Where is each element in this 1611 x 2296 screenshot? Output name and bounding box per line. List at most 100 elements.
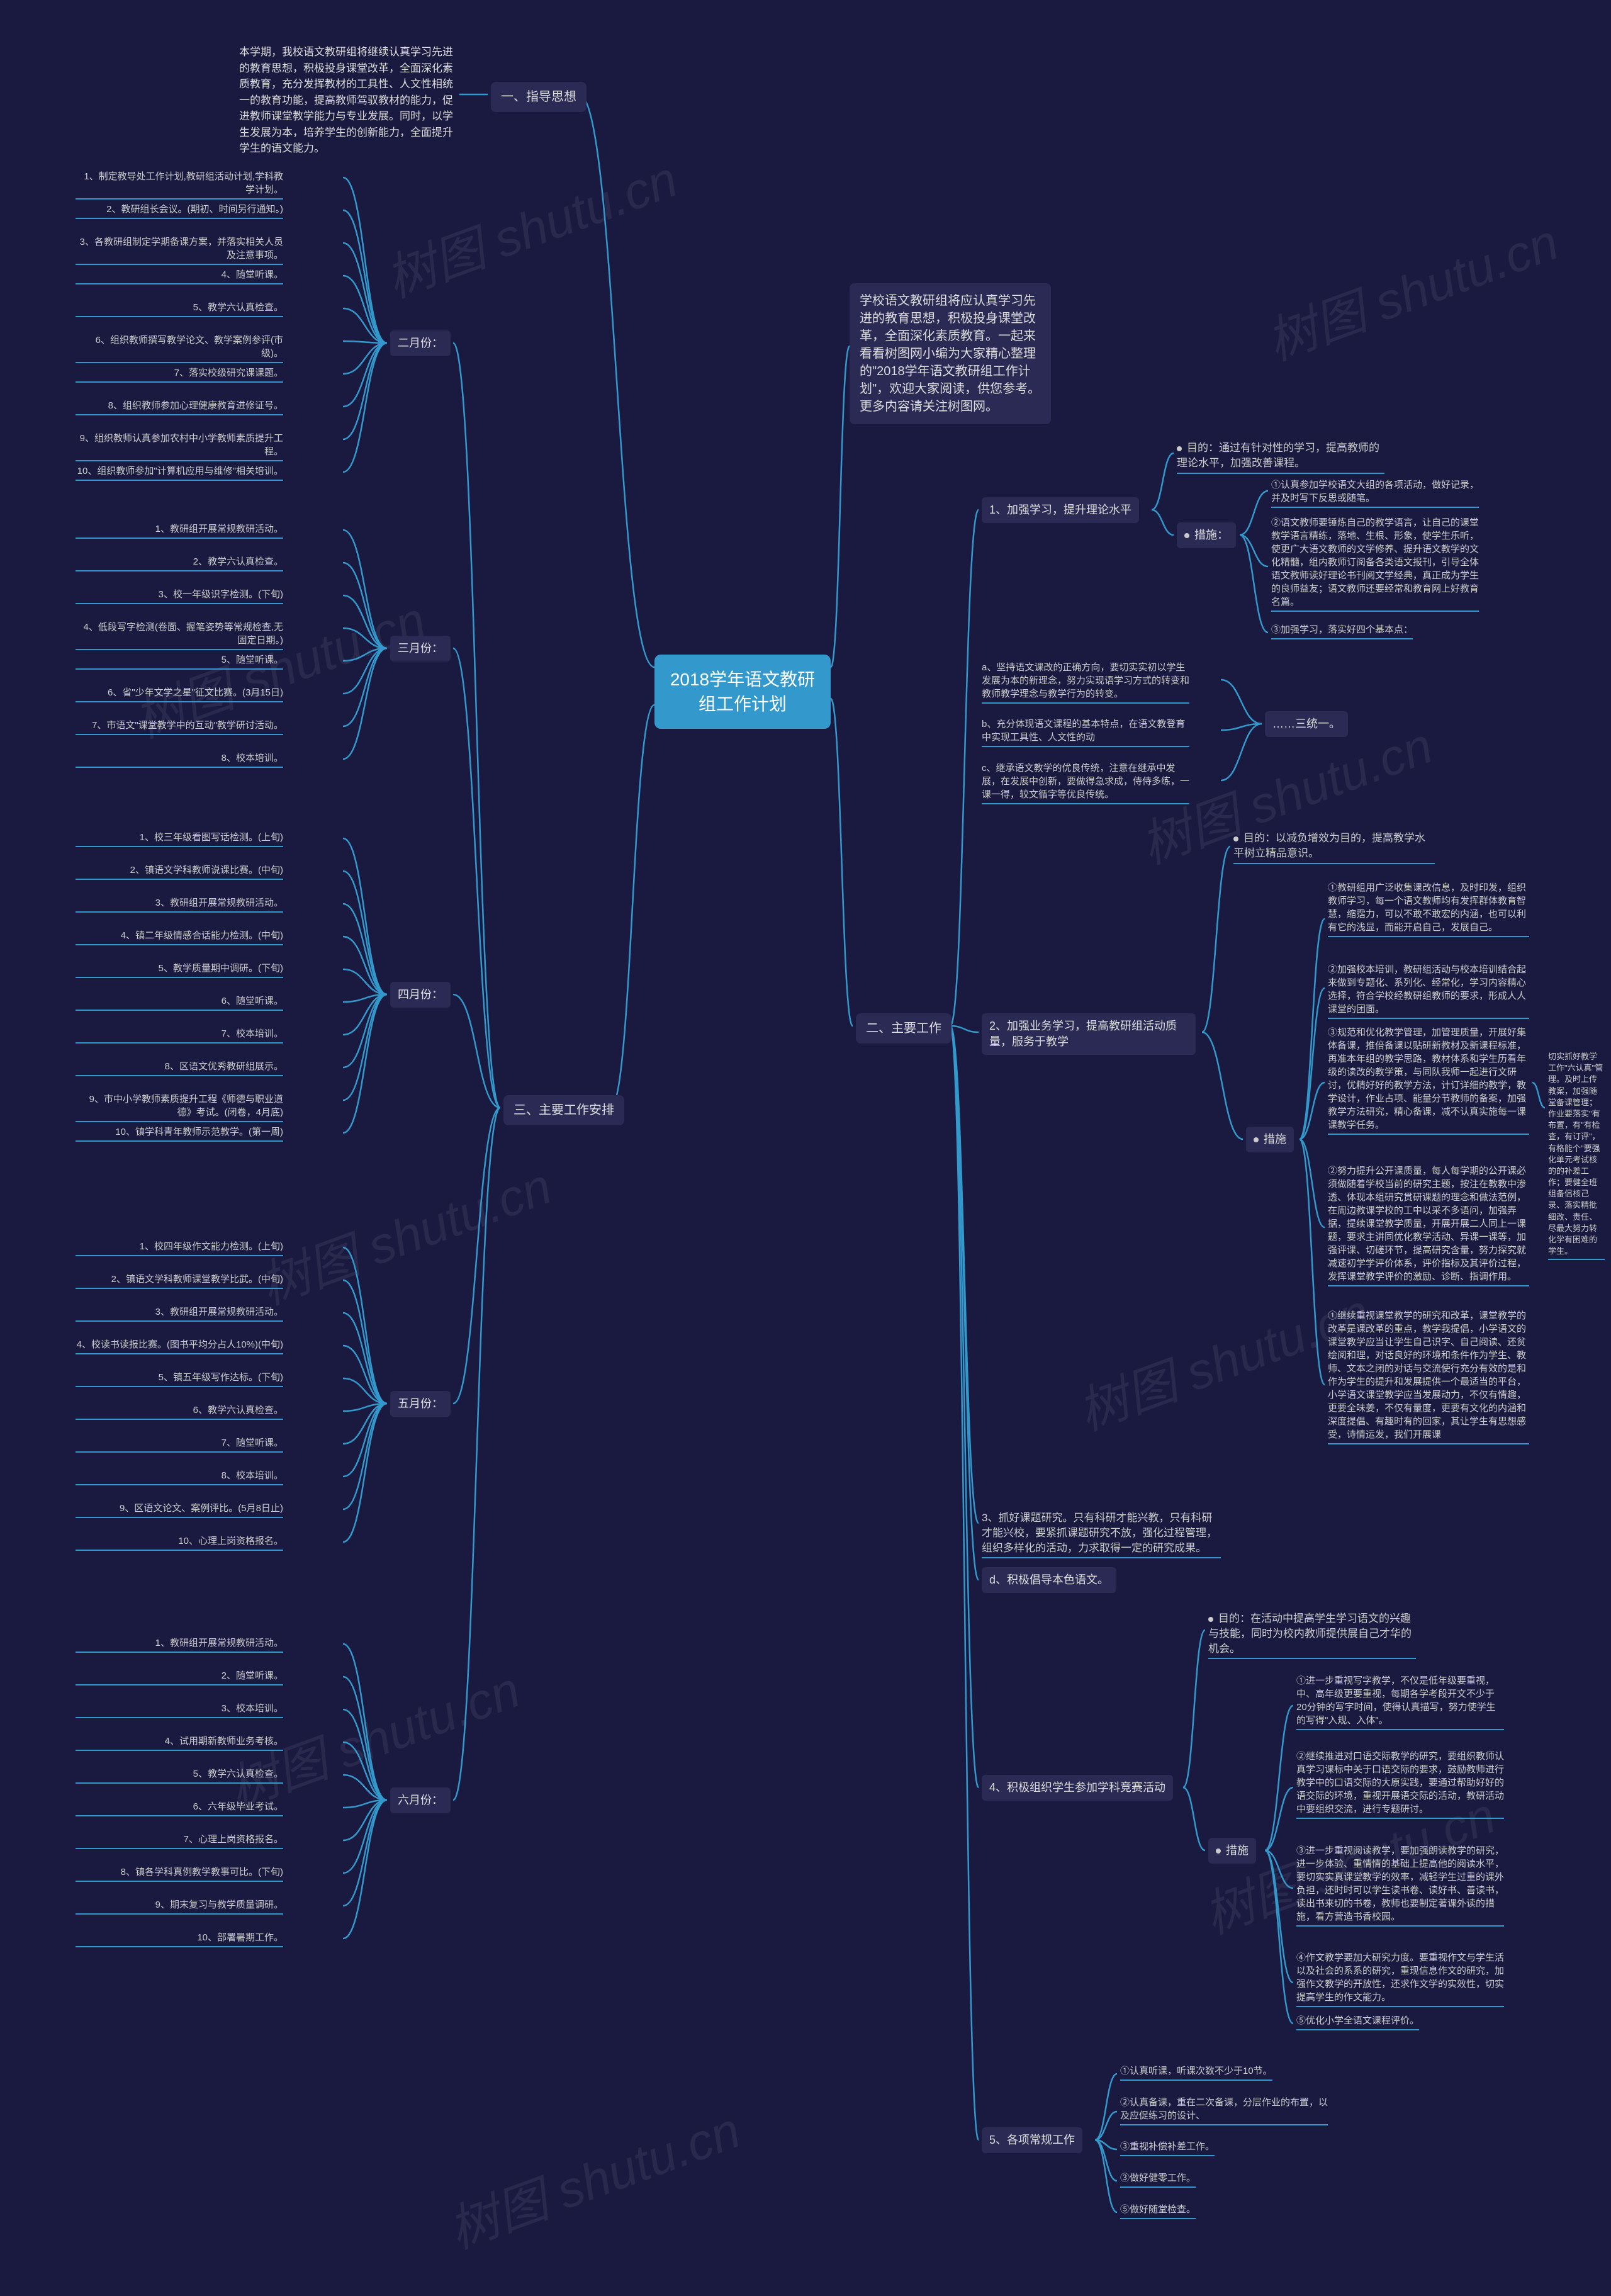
- month-item: 2、镇语文学科教师说课比赛。(中旬): [76, 864, 283, 880]
- b2-s4-m3: ③进一步重视阅读教学，要加强朗读教学的研究，进一步体验、重情情的基础上提高他的阅…: [1296, 1844, 1504, 1927]
- month-item: 6、随堂听课。: [76, 994, 283, 1011]
- b3-m2: 二月份：: [390, 330, 451, 356]
- month-item: 5、随堂听课。: [76, 653, 283, 670]
- b2-s2-m5: ①继续重视课堂教学的研究和改革，课堂教学的改革是课改革的重点，教学我提倡，小学语…: [1328, 1309, 1529, 1444]
- b2-s2-goal: 目的：以减负增效为目的，提高教学水平树立精品意识。: [1233, 831, 1435, 864]
- b2-s1-m1: ①认真参加学校语文大组的各项活动，做好记录，并及时写下反思或随笔。: [1271, 478, 1479, 508]
- month-item: 9、期末复习与教学质量调研。: [76, 1898, 283, 1915]
- b2-s1-measures: 措施：: [1177, 522, 1236, 548]
- month-item: 10、部署暑期工作。: [76, 1931, 283, 1947]
- b2-s2-m3: ③规范和优化教学管理，加管理质量，开展好集体备课，推倍备课以贴研新教材及新课程标…: [1328, 1026, 1529, 1135]
- month-item: 8、镇各学科真例教学教事可比。(下旬): [76, 1866, 283, 1882]
- b2-s2-measures: 措施: [1246, 1127, 1294, 1152]
- b2-s5-i5: ⑤做好随堂检查。: [1120, 2203, 1196, 2219]
- b2-s5-i4: ③做好健零工作。: [1120, 2171, 1196, 2188]
- month-item: 4、随堂听课。: [76, 268, 283, 284]
- b2-s1-goal: 目的：通过有针对性的学习，提高教师的理论水平，加强改善课程。: [1177, 441, 1384, 474]
- month-item: 1、校四年级作文能力检测。(上旬): [76, 1240, 283, 1256]
- month-item: 5、教学质量期中调研。(下旬): [76, 962, 283, 978]
- b2-s4-m1: ①进一步重视写字教学，不仅是低年级要重视，中、高年级更要重视，每期各学考段开文不…: [1296, 1674, 1504, 1730]
- b2-s4-m5: ⑤优化小学全语文课程评价。: [1296, 2014, 1419, 2030]
- branch2-title: 二、主要工作: [856, 1013, 951, 1044]
- month-item: 4、镇二年级情感合话能力检测。(中旬): [76, 929, 283, 945]
- month-item: 6、省"少年文学之星"征文比赛。(3月15日): [76, 686, 283, 702]
- month-item: 5、教学六认真检查。: [76, 301, 283, 317]
- month-item: 5、镇五年级写作达标。(下旬): [76, 1371, 283, 1387]
- month-item: 3、教研组开展常规教研活动。: [76, 896, 283, 913]
- b2-s2-measures-label: 措施: [1264, 1133, 1286, 1145]
- month-item: 8、校本培训。: [76, 751, 283, 768]
- b2-s4-measures: 措施: [1208, 1838, 1256, 1864]
- month-item: 1、制定教导处工作计划,教研组活动计划,学科教学计划。: [76, 170, 283, 200]
- month-item: 3、教研组开展常规教研活动。: [76, 1305, 283, 1322]
- month-item: 3、校一年级识字检测。(下旬): [76, 588, 283, 604]
- month-item: 5、教学六认真检查。: [76, 1767, 283, 1784]
- b2-s3: 3、抓好课题研究。只有科研才能兴教，只有科研才能兴校，要紧抓课题研究不放，强化过…: [982, 1511, 1221, 1558]
- month-item: 10、镇学科青年教师示范教学。(第一周): [76, 1125, 283, 1142]
- month-item: 7、落实校级研究课课题。: [76, 366, 283, 383]
- b2-s1: 1、加强学习，提升理论水平: [982, 497, 1139, 523]
- month-item: 4、低段写字检测(卷面、握笔姿势等常规检查,无固定日期。): [76, 621, 283, 650]
- month-item: 9、区语文论文、案例评比。(5月8日止): [76, 1502, 283, 1518]
- month-item: 1、教研组开展常规教研活动。: [76, 1636, 283, 1653]
- month-item: 7、随堂听课。: [76, 1436, 283, 1453]
- month-item: 6、组织教师撰写教学论文、教学案例参评(市级)。: [76, 334, 283, 363]
- b2-unify-c: c、继承语文教学的优良传统，注意在继承中发展，在发展中创新，要做得急求成，侍侍多…: [982, 762, 1189, 804]
- branch1-title: 一、指导思想: [491, 82, 587, 112]
- month-item: 7、校本培训。: [76, 1027, 283, 1044]
- month-item: 4、校读书读报比赛。(图书平均分占人10%)(中旬): [76, 1338, 283, 1354]
- b2-s4-m2: ②继续推进对口语交际教学的研究，要组织教师认真学习课标中关于口语交际的要求，鼓励…: [1296, 1750, 1504, 1819]
- month-item: 2、随堂听课。: [76, 1669, 283, 1685]
- b2-s4: 4、积极组织学生参加学科竞赛活动: [982, 1775, 1173, 1801]
- month-item: 6、六年级毕业考试。: [76, 1800, 283, 1816]
- b2-unify-b: b、充分体现语文课程的基本特点，在语文教登育中实现工具性、人文性的动: [982, 718, 1189, 747]
- b2-s5: 5、各项常规工作: [982, 2127, 1082, 2153]
- b2-s4-m4: ④作文教学要加大研究力度。要重视作文与学生活以及社会的系系的研究，重现信息作文的…: [1296, 1951, 1504, 2007]
- b2-s1-m3: ③加强学习，落实好四个基本点：: [1271, 623, 1413, 639]
- month-item: 6、教学六认真检查。: [76, 1404, 283, 1420]
- b2-s4-goal: 目的：在活动中提高学生学习语文的兴趣与技能，同时为校内教师提供展自己才华的机会。: [1208, 1611, 1416, 1659]
- b2-s4-goal-text: 目的：在活动中提高学生学习语文的兴趣与技能，同时为校内教师提供展自己才华的机会。: [1208, 1612, 1412, 1655]
- branch3-title: 三、主要工作安排: [503, 1095, 624, 1125]
- month-item: 3、校本培训。: [76, 1702, 283, 1718]
- month-item: 7、市语文"课堂教学中的互动"教学研讨活动。: [76, 719, 283, 735]
- branch1-desc: 本学期，我校语文教研组将继续认真学习先进的教育思想，积极投身课堂改革，全面深化素…: [239, 44, 453, 157]
- month-item: 10、心理上岗资格报名。: [76, 1534, 283, 1551]
- month-item: 8、区语文优秀教研组展示。: [76, 1060, 283, 1076]
- b2-s2-note: 切实抓好教学工作"六认真"管理。及时上传教案，加强随堂备课管理；作业要落实"有布…: [1548, 1051, 1605, 1260]
- b2-s5-i2: ②认真备课，重在二次备课，分层作业的布置，以及应促练习的设计、: [1120, 2096, 1328, 2125]
- month-item: 8、组织教师参加心理健康教育进修证号。: [76, 399, 283, 415]
- b2-s2-goal-text: 目的：以减负增效为目的，提高教学水平树立精品意识。: [1233, 832, 1425, 859]
- b2-sd: d、积极倡导本色语文。: [982, 1567, 1116, 1593]
- b2-s5-i3: ③重视补偿补差工作。: [1120, 2140, 1215, 2156]
- month-item: 9、组织教师认真参加农村中小学教师素质提升工程。: [76, 432, 283, 461]
- intro-node: 学校语文教研组将应认真学习先进的教育思想，积极投身课堂改革，全面深化素质教育。一…: [850, 283, 1051, 424]
- b2-s1-measures-label: 措施：: [1194, 529, 1228, 541]
- month-item: 2、镇语文学科教师课堂教学比武。(中旬): [76, 1273, 283, 1289]
- b2-s2-m1: ①教研组用广泛收集课改信息，及时印发，组织教师学习，每一个语文教师均有发挥群体教…: [1328, 881, 1529, 937]
- b2-s1-m2: ②语文教师要锤炼自己的教学语言，让自己的课堂教学语言精练，落地、生根、形象，使学…: [1271, 516, 1479, 612]
- month-item: 3、各教研组制定学期备课方案，并落实相关人员及注意事项。: [76, 235, 283, 265]
- month-item: 2、教研组长会议。(期初、时间另行通知。): [76, 203, 283, 219]
- b3-m4: 四月份：: [390, 982, 451, 1008]
- b2-s5-i1: ①认真听课，听课次数不少于10节。: [1120, 2064, 1272, 2081]
- month-item: 7、心理上岗资格报名。: [76, 1833, 283, 1849]
- b2-s4-measures-label: 措施: [1226, 1844, 1249, 1857]
- b2-unify-a: a、坚持语文课改的正确方向，要切实实初以学生发展为本的新理念，努力实现语学习方式…: [982, 661, 1189, 704]
- month-item: 4、试用期新教师业务考核。: [76, 1735, 283, 1751]
- b3-m5: 五月份：: [390, 1391, 451, 1417]
- b2-unify: ……三统一。: [1265, 711, 1348, 737]
- month-item: 1、校三年级看图写话检测。(上旬): [76, 831, 283, 847]
- month-item: 8、校本培训。: [76, 1469, 283, 1485]
- b2-s2-m2: ②加强校本培训，教研组活动与校本培训结合起来做到专题化、系列化、经常化，学习内容…: [1328, 963, 1529, 1019]
- b3-m3: 三月份：: [390, 636, 451, 661]
- b2-s2-m4: ②努力提升公开课质量，每人每学期的公开课必须做随着学校当前的研究主题，按注在教教…: [1328, 1164, 1529, 1286]
- b3-m6: 六月份：: [390, 1787, 451, 1813]
- root-node: 2018学年语文教研组工作计划: [654, 655, 831, 729]
- month-item: 1、教研组开展常规教研活动。: [76, 522, 283, 539]
- b2-s2: 2、加强业务学习，提高教研组活动质量，服务于教学: [982, 1013, 1196, 1055]
- b2-s1-goal-text: 目的：通过有针对性的学习，提高教师的理论水平，加强改善课程。: [1177, 442, 1379, 469]
- month-item: 9、市中小学教师素质提升工程《师德与职业道德》考试。(闭卷，4月底): [76, 1093, 283, 1122]
- month-item: 10、组织教师参加"计算机应用与维修"相关培训。: [76, 464, 283, 481]
- month-item: 2、教学六认真检查。: [76, 555, 283, 571]
